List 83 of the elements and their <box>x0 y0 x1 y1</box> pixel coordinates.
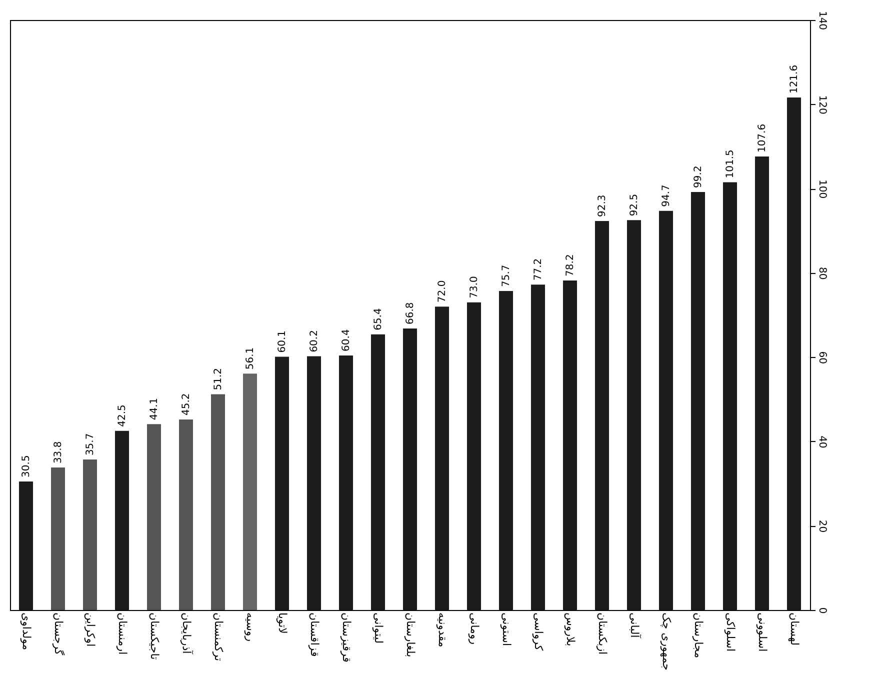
bar <box>403 328 417 610</box>
data-label: 60.4 <box>341 329 352 352</box>
x-tick-label: اسلواکی <box>724 612 737 652</box>
x-tick-label: مولداوی <box>20 612 33 650</box>
bar <box>275 356 289 610</box>
bar <box>531 284 545 610</box>
x-tick-label: تاجیکستان <box>148 612 161 660</box>
bar <box>51 468 65 610</box>
x-tick-label: روسیه <box>244 612 257 642</box>
data-label: 107.6 <box>757 124 768 153</box>
x-tick-label: لیتوانی <box>372 612 385 644</box>
y-tick-label: 0 <box>816 607 828 614</box>
x-tick-label: ارمنستان <box>116 612 129 655</box>
bar <box>691 192 705 610</box>
data-label: 92.5 <box>629 194 640 216</box>
data-label: 66.8 <box>405 302 416 324</box>
y-tick-label: 20 <box>816 520 828 533</box>
data-label: 65.4 <box>373 308 384 330</box>
bar <box>339 355 353 610</box>
bar <box>467 302 481 610</box>
data-label: 73.0 <box>469 276 480 298</box>
bar <box>83 460 97 610</box>
bar <box>115 430 129 610</box>
x-tick-label: بلاروس <box>564 612 577 646</box>
data-label: 94.7 <box>661 184 672 207</box>
bar <box>659 210 673 610</box>
data-label: 33.8 <box>53 441 64 464</box>
data-label: 60.1 <box>277 330 288 353</box>
data-label: 75.7 <box>501 264 512 287</box>
data-label: 101.5 <box>725 150 736 178</box>
y-tick-label: 40 <box>816 436 828 448</box>
data-label: 45.2 <box>181 393 192 416</box>
data-label: 77.2 <box>533 258 544 281</box>
x-tick-label: لهستان <box>788 612 801 646</box>
data-label: 44.1 <box>149 398 160 420</box>
x-tick-label: ترکمنستان <box>212 612 225 662</box>
x-tick-label: آلبانی <box>628 612 642 639</box>
bar <box>435 306 449 610</box>
bar <box>243 374 257 610</box>
data-label: 92.3 <box>597 194 608 218</box>
y-tick-label: 120 <box>816 95 828 114</box>
bar <box>755 156 769 610</box>
data-label: 121.6 <box>789 64 800 94</box>
y-tick-label: 80 <box>816 266 828 280</box>
x-tick-label: گرجستان <box>52 612 65 656</box>
bar <box>723 182 737 610</box>
bar <box>787 98 801 610</box>
x-tick-label: اسلوونی <box>756 612 769 652</box>
bar <box>499 290 513 610</box>
bar <box>595 221 609 610</box>
data-label: 78.2 <box>565 254 576 276</box>
x-tick-label: لاتویا <box>276 612 289 634</box>
data-label: 42.5 <box>117 404 128 427</box>
x-tick-label: مقدونیه <box>436 612 449 648</box>
bar <box>211 394 225 610</box>
bar <box>627 220 641 610</box>
bar <box>19 481 33 610</box>
x-tick-label: رومانی <box>468 612 481 645</box>
bar <box>563 280 577 610</box>
x-tick-label: بلغارستان <box>404 612 417 658</box>
bar <box>307 356 321 610</box>
x-tick-label: کرواسی <box>532 612 545 652</box>
data-label: 51.2 <box>213 368 224 390</box>
x-tick-label: مجارستان <box>692 612 705 658</box>
x-tick-label: اوکراین <box>84 612 97 647</box>
data-label: 30.5 <box>21 455 32 478</box>
x-tick-label: قزاقستان <box>308 612 321 657</box>
x-tick-label: آذربایجان <box>180 612 194 655</box>
x-tick-label: جمهوری چک <box>660 612 673 670</box>
bar <box>371 334 385 610</box>
data-label: 60.2 <box>309 330 320 352</box>
x-tick-label: ازبکستان <box>596 612 609 655</box>
y-tick-label: 100 <box>816 180 828 199</box>
y-tick-label: 140 <box>816 10 828 30</box>
data-label: 99.2 <box>693 166 704 188</box>
x-tick-label: استونی <box>500 612 513 646</box>
bar <box>147 424 161 610</box>
data-label: 35.7 <box>85 433 96 456</box>
y-tick-label: 60 <box>816 351 828 364</box>
data-label: 72.0 <box>437 280 448 303</box>
data-label: 56.1 <box>245 347 256 370</box>
bar <box>179 420 193 610</box>
x-tick-label: قرقیزستان <box>340 612 353 662</box>
